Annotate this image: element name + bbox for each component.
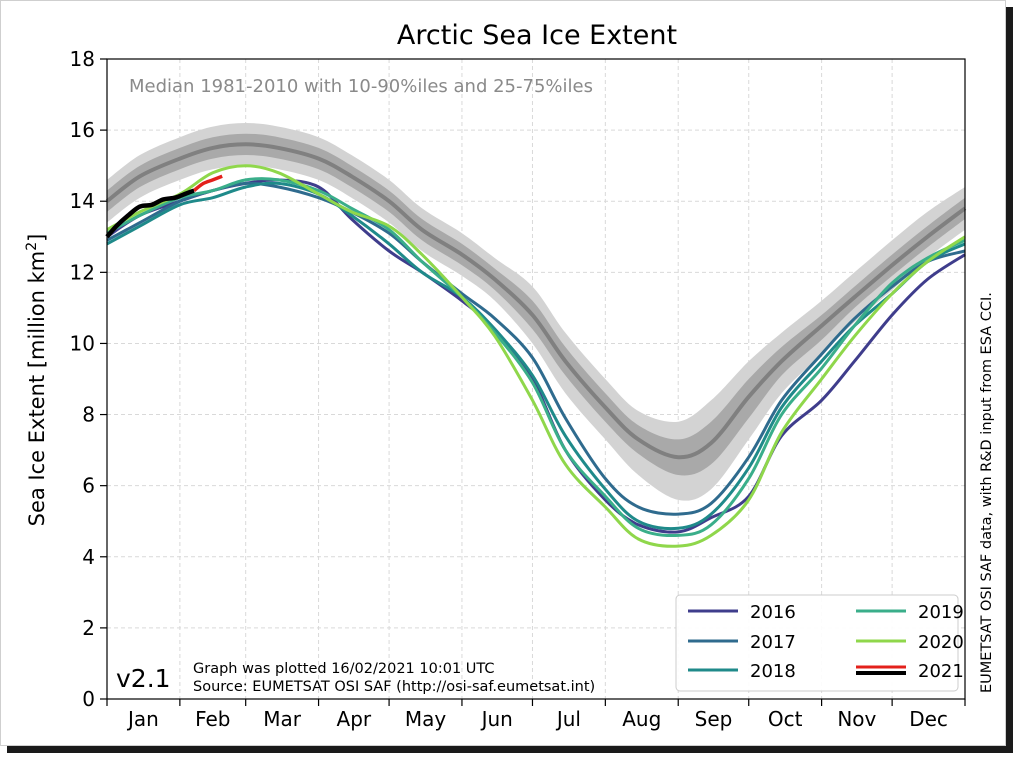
legend-item-2021: 2021 (856, 661, 964, 682)
version-label: v2.1 (116, 664, 171, 693)
legend-item-2018: 2018 (688, 661, 796, 682)
source-note: Source: EUMETSAT OSI SAF (http://osi-saf… (193, 679, 595, 695)
plotted-note: Graph was plotted 16/02/2021 10:01 UTC (193, 661, 495, 677)
x-axis: Jan Feb Mar Apr May Jun Jul Aug Sep Oct Nov Dec (106, 699, 966, 731)
legend-item-2019: 2019 (856, 602, 964, 623)
y-tick-label: 10 (70, 331, 95, 355)
y-tick-label: 16 (70, 118, 95, 142)
x-tick-label: Jul (555, 707, 581, 731)
plot-area-border (106, 58, 966, 700)
y-tick-label: 0 (82, 687, 95, 711)
x-tick-label: Nov (837, 707, 876, 731)
x-tick-label: Oct (768, 707, 803, 731)
series-line-2019 (106, 177, 966, 538)
series-line-2021-red (192, 174, 223, 192)
series-line-2018 (106, 181, 966, 531)
legend-label: 2020 (918, 632, 964, 653)
band-25-75 (107, 133, 965, 476)
y-tick-label: 4 (82, 545, 95, 569)
legend: 2016 2017 2018 2019 2020 2021 (675, 594, 964, 692)
chart-title: Arctic Sea Ice Extent (397, 20, 677, 51)
y-tick-label: 6 (82, 474, 95, 498)
legend-item-2017: 2017 (688, 632, 796, 653)
legend-label: 2021 (918, 661, 964, 682)
legend-item-2020: 2020 (856, 632, 964, 653)
x-tick-label: Aug (622, 707, 661, 731)
y-tick-label: 12 (70, 260, 95, 284)
series-line-2016 (106, 178, 966, 534)
x-tick-label: Jun (480, 707, 513, 731)
legend-label: 2017 (750, 632, 796, 653)
series-lines (105, 164, 966, 548)
percentile-bands (105, 123, 967, 501)
x-tick-label: Jan (126, 707, 159, 731)
x-tick-label: Dec (909, 707, 948, 731)
legend-box (675, 594, 959, 692)
legend-label: 2018 (750, 661, 796, 682)
legend-label: 2019 (918, 602, 964, 623)
legend-item-2016: 2016 (688, 602, 796, 623)
x-tick-label: May (405, 707, 447, 731)
legend-label: 2016 (750, 602, 796, 623)
y-tick-label: 2 (82, 616, 95, 640)
y-axis: 0 2 4 6 8 10 12 14 16 18 (70, 47, 107, 711)
x-tick-label: Feb (195, 707, 230, 731)
series-line-2017 (106, 181, 966, 516)
median-line (105, 142, 967, 460)
y-tick-label: 14 (70, 189, 95, 213)
y-axis-label: Sea Ice Extent [million km2] (24, 234, 49, 527)
x-tick-label: Sep (695, 707, 733, 731)
x-tick-label: Mar (263, 707, 302, 731)
median-annotation: Median 1981-2010 with 10-90%iles and 25-… (129, 76, 593, 97)
right-side-note: EUMETSAT OSI SAF data, with R&D input fr… (979, 292, 995, 693)
series-line-2020 (106, 164, 966, 548)
y-tick-label: 18 (70, 47, 95, 71)
series-line-2021-black (105, 188, 195, 239)
x-tick-label: Apr (337, 707, 372, 731)
y-tick-label: 8 (82, 403, 95, 427)
